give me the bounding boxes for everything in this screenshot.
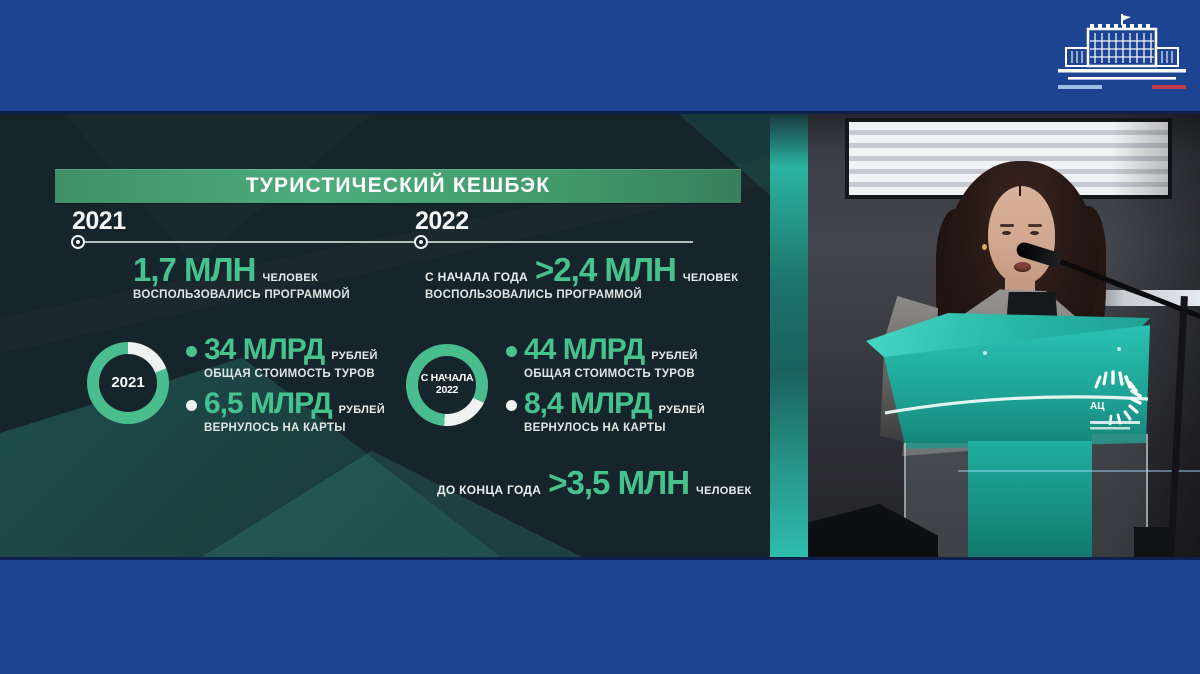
bullet-green-icon	[506, 346, 517, 357]
glass-shelf-line	[958, 470, 1200, 472]
stat-2021-total-caption: ОБЩАЯ СТОИМОСТЬ ТУРОВ	[204, 368, 375, 380]
slide-title-banner: ТУРИСТИЧЕСКИЙ КЕШБЭК	[55, 169, 741, 203]
users-2022-prefix: С НАЧАЛА ГОДА	[425, 270, 529, 284]
slide-title: ТУРИСТИЧЕСКИЙ КЕШБЭК	[245, 174, 551, 197]
slide-edge-glow	[770, 114, 808, 557]
stat-2022-returned: 8,4 МЛРД РУБЛЕЙ ВЕРНУЛОСЬ НА КАРТЫ	[506, 389, 705, 434]
stat-2022-returned-unit: РУБЛЕЙ	[658, 404, 706, 416]
analytical-center-swirl-icon	[1094, 370, 1142, 426]
stat-2021-total-unit: РУБЛЕЙ	[331, 350, 378, 362]
forecast-unit: ЧЕЛОВЕК	[696, 485, 752, 497]
users-2021-caption: ВОСПОЛЬЗОВАЛИСЬ ПРОГРАММОЙ	[133, 289, 350, 301]
podium-branding: АЦ	[884, 370, 1149, 430]
stat-2021-total: 34 МЛРД РУБЛЕЙ ОБЩАЯ СТОИМОСТЬ ТУРОВ	[186, 335, 378, 380]
stat-2022-returned-caption: ВЕРНУЛОСЬ НА КАРТЫ	[524, 422, 666, 434]
podium-column	[968, 441, 1092, 557]
donut-chart-2021: 2021	[87, 342, 169, 424]
stat-2021-returned-caption: ВЕРНУЛОСЬ НА КАРТЫ	[204, 422, 346, 434]
timeline-year-2022: 2022	[415, 207, 469, 235]
stat-2021-returned-value: 6,5 МЛРД	[204, 387, 333, 420]
speaker-face	[988, 184, 1055, 284]
podium-screw	[1117, 347, 1121, 351]
donut-chart-2022: С НАЧАЛА 2022	[406, 344, 488, 426]
podium-screw	[983, 351, 987, 355]
stat-2022-returned-value: 8,4 МЛРД	[524, 387, 653, 420]
government-house-icon	[1058, 14, 1186, 89]
forecast-value: >3,5 МЛН	[548, 464, 690, 501]
users-2022-caption: ВОСПОЛЬЗОВАЛИСЬ ПРОГРАММОЙ	[425, 289, 642, 301]
svg-text:АЦ: АЦ	[1090, 401, 1105, 412]
forecast-prefix: ДО КОНЦА ГОДА	[437, 483, 542, 497]
stat-2022-total-caption: ОБЩАЯ СТОИМОСТЬ ТУРОВ	[524, 368, 695, 380]
earring	[982, 244, 987, 250]
timeline-line	[76, 241, 693, 243]
donut-2022-label-line1: С НАЧАЛА	[420, 372, 474, 385]
presentation-slide: ТУРИСТИЧЕСКИЙ КЕШБЭК 2021 2022 1,7 МЛН Ч…	[0, 114, 808, 557]
stat-2021-returned-unit: РУБЛЕЙ	[338, 404, 386, 416]
bullet-white-icon	[186, 400, 197, 411]
bullet-green-icon	[186, 346, 197, 357]
timeline-dot-2022	[414, 235, 428, 249]
timeline-dot-2021	[71, 235, 85, 249]
users-2021-unit: ЧЕЛОВЕК	[262, 272, 318, 284]
equipment-box	[1134, 527, 1170, 557]
stat-2021-returned: 6,5 МЛРД РУБЛЕЙ ВЕРНУЛОСЬ НА КАРТЫ	[186, 389, 385, 434]
donut-2022-label-line2: 2022	[435, 384, 459, 396]
video-frame: ТУРИСТИЧЕСКИЙ КЕШБЭК 2021 2022 1,7 МЛН Ч…	[0, 111, 1200, 560]
stat-2022-total-value: 44 МЛРД	[524, 333, 645, 366]
speaker-mouth	[1014, 262, 1031, 272]
users-2022-unit: ЧЕЛОВЕК	[682, 272, 739, 284]
timeline-year-2021: 2021	[72, 207, 126, 235]
bullet-white-icon	[506, 400, 517, 411]
users-2022: С НАЧАЛА ГОДА >2,4 МЛН ЧЕЛОВЕК ВОСПОЛЬЗО…	[425, 253, 738, 301]
donut-2021-label: 2021	[111, 373, 145, 391]
speaker-photo: АЦ	[808, 114, 1200, 557]
forecast-2022: ДО КОНЦА ГОДА >3,5 МЛН ЧЕЛОВЕК	[437, 466, 751, 499]
users-2021: 1,7 МЛН ЧЕЛОВЕК ВОСПОЛЬЗОВАЛИСЬ ПРОГРАММ…	[133, 253, 350, 301]
users-2021-value: 1,7 МЛН	[133, 251, 257, 288]
stat-2022-total: 44 МЛРД РУБЛЕЙ ОБЩАЯ СТОИМОСТЬ ТУРОВ	[506, 335, 698, 380]
users-2022-value: >2,4 МЛН	[535, 251, 677, 288]
stat-2021-total-value: 34 МЛРД	[204, 333, 325, 366]
stat-2022-total-unit: РУБЛЕЙ	[651, 350, 698, 362]
